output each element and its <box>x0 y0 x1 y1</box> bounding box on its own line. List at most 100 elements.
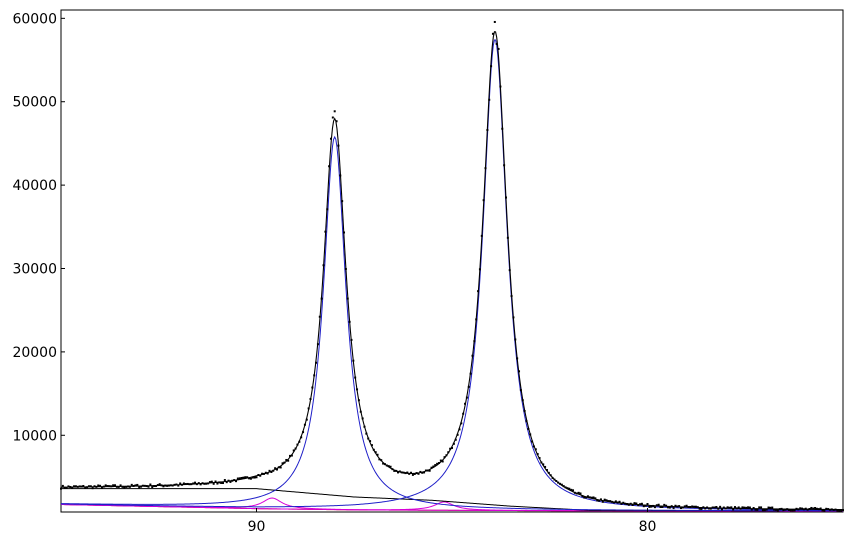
observed-point <box>551 476 554 479</box>
observed-point <box>827 508 830 511</box>
observed-point <box>410 471 413 474</box>
observed-point <box>218 481 221 484</box>
observed-point <box>573 491 576 494</box>
observed-point <box>69 485 72 488</box>
observed-point <box>503 164 506 167</box>
observed-point <box>365 432 368 435</box>
observed-point <box>406 471 409 474</box>
observed-point <box>676 505 679 508</box>
observed-point <box>181 483 184 486</box>
observed-point <box>706 506 709 509</box>
observed-point <box>357 399 360 402</box>
observed-point <box>61 484 64 487</box>
observed-point <box>784 508 787 511</box>
observed-point <box>201 482 204 485</box>
observed-point <box>350 338 353 341</box>
observed-point <box>678 505 681 508</box>
observed-point <box>490 65 493 68</box>
observed-point <box>814 507 817 509</box>
observed-point <box>179 482 182 485</box>
observed-point <box>343 231 346 234</box>
observed-point <box>400 471 403 474</box>
observed-point <box>190 483 193 486</box>
observed-point <box>620 502 623 505</box>
observed-point <box>149 483 152 486</box>
observed-point <box>397 471 399 474</box>
observed-point <box>542 463 545 466</box>
observed-point <box>82 484 85 487</box>
observed-point <box>577 491 580 494</box>
observed-point <box>812 507 815 510</box>
observed-point <box>540 461 543 464</box>
observed-point <box>486 129 489 132</box>
observed-point <box>635 502 638 505</box>
observed-point <box>188 483 191 486</box>
observed-point <box>104 484 107 487</box>
observed-point <box>810 506 813 509</box>
observed-point <box>121 485 124 488</box>
observed-point <box>421 471 424 474</box>
observed-point <box>616 501 619 504</box>
observed-point <box>473 340 476 343</box>
observed-point <box>136 483 139 486</box>
observed-point <box>160 484 163 487</box>
observed-point <box>145 485 148 488</box>
observed-point <box>363 425 366 428</box>
observed-point <box>445 454 448 457</box>
observed-point <box>558 482 561 485</box>
observed-point <box>518 370 521 373</box>
observed-point <box>663 503 666 506</box>
observed-point <box>417 472 420 475</box>
observed-point <box>817 508 820 511</box>
observed-point <box>707 507 710 510</box>
observed-point <box>491 32 494 35</box>
observed-point <box>765 508 768 511</box>
observed-point <box>512 316 515 319</box>
observed-point <box>127 485 130 488</box>
observed-point <box>331 116 334 119</box>
observed-point <box>95 485 98 488</box>
observed-point <box>376 453 379 456</box>
observed-point <box>594 497 597 500</box>
observed-point <box>300 436 303 439</box>
observed-point <box>629 502 632 505</box>
observed-point <box>374 451 377 454</box>
observed-point <box>186 482 189 485</box>
observed-point <box>114 484 116 487</box>
observed-point <box>462 412 465 415</box>
observed-point <box>532 445 535 448</box>
observed-point <box>223 479 226 482</box>
observed-point <box>557 481 560 484</box>
observed-point <box>506 236 509 239</box>
observed-point <box>834 508 837 511</box>
observed-point <box>683 505 686 508</box>
observed-point <box>758 506 761 509</box>
observed-point <box>143 484 146 487</box>
observed-point <box>788 508 790 511</box>
observed-point <box>212 482 215 485</box>
observed-point <box>167 484 170 487</box>
observed-point <box>74 485 77 488</box>
observed-point <box>633 502 636 505</box>
observed-point <box>516 357 519 360</box>
observed-point <box>76 485 79 488</box>
observed-point <box>220 481 223 484</box>
observed-point <box>240 476 243 479</box>
observed-point <box>329 137 332 140</box>
observed-point <box>702 506 705 509</box>
observed-point <box>454 438 457 441</box>
observed-point <box>661 505 664 508</box>
observed-point <box>380 459 383 462</box>
observed-point <box>763 509 766 512</box>
observed-point <box>711 506 714 509</box>
observed-point <box>732 508 735 511</box>
observed-point <box>672 507 675 510</box>
observed-point <box>359 410 362 413</box>
observed-point <box>361 417 364 420</box>
observed-point <box>618 500 621 503</box>
observed-point <box>493 20 496 23</box>
observed-point <box>203 482 206 485</box>
observed-point <box>840 509 843 512</box>
observed-point <box>294 447 297 450</box>
observed-point <box>108 485 111 488</box>
